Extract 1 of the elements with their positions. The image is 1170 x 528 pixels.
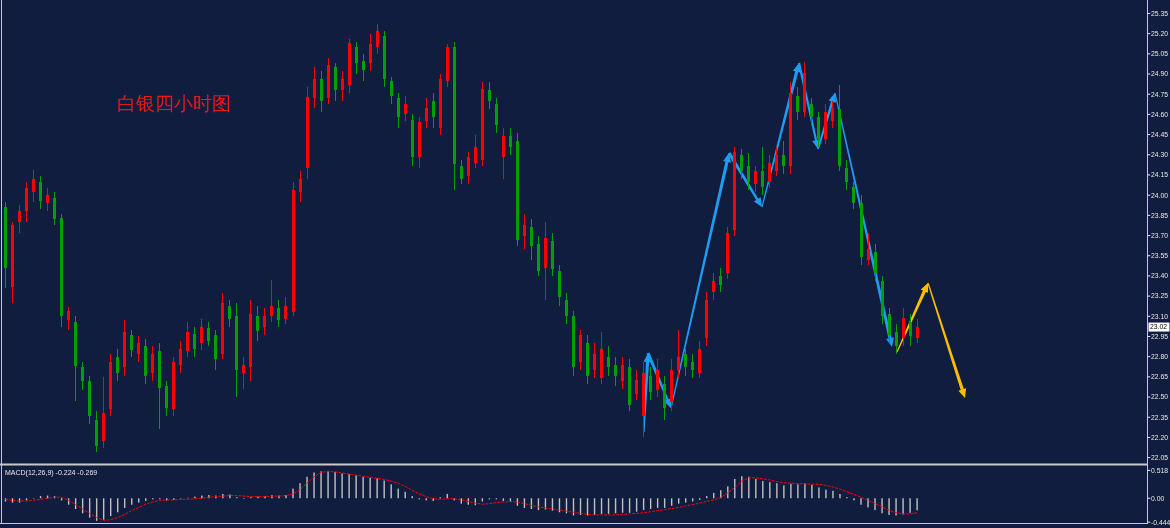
text: 白银四小时图 — [117, 93, 231, 114]
